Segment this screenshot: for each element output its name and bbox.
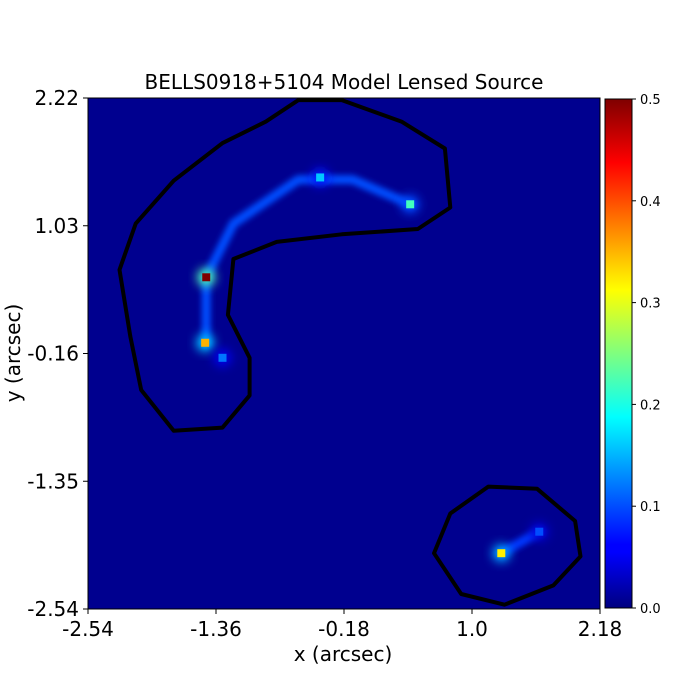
bright-spot bbox=[406, 200, 415, 209]
bright-spot bbox=[201, 338, 210, 347]
colorbar-tick-label: 0.2 bbox=[640, 398, 661, 413]
y-tick-label: -1.35 bbox=[27, 469, 79, 493]
x-tick-label: -1.36 bbox=[190, 617, 242, 641]
y-tick-label: -0.16 bbox=[27, 342, 79, 366]
lensed-source-image bbox=[196, 168, 549, 563]
colorbar-tick-label: 0.5 bbox=[640, 93, 661, 108]
y-tick-label: -2.54 bbox=[27, 597, 79, 621]
y-axis-label: y (arcsec) bbox=[1, 304, 25, 403]
mask-contours bbox=[117, 98, 583, 607]
bright-spot bbox=[202, 273, 211, 282]
mask-contour bbox=[432, 484, 583, 607]
arc-emission bbox=[201, 175, 415, 348]
y-tick-label: 2.22 bbox=[34, 86, 79, 110]
bright-spot bbox=[316, 173, 325, 182]
chart-title: BELLS0918+5104 Model Lensed Source bbox=[145, 70, 544, 94]
bright-spot bbox=[535, 527, 544, 536]
mask-contour bbox=[117, 98, 453, 433]
colorbar-ticks: 0.0 0.1 0.2 0.3 0.4 0.5 bbox=[632, 93, 661, 617]
colorbar-tick-label: 0.4 bbox=[640, 195, 661, 210]
y-axis-ticks: -2.54 -1.35 -0.16 1.03 2.22 bbox=[27, 86, 88, 621]
colorbar-tick-label: 0.1 bbox=[640, 500, 661, 515]
colorbar-tick-label: 0.0 bbox=[640, 602, 661, 617]
x-axis-ticks: -2.54 -1.36 -0.18 1.0 2.18 bbox=[62, 609, 622, 641]
x-tick-label: 1.0 bbox=[456, 617, 488, 641]
colorbar bbox=[604, 98, 633, 609]
x-tick-label: -2.54 bbox=[62, 617, 114, 641]
x-tick-label: 2.18 bbox=[578, 617, 623, 641]
bright-spot bbox=[218, 353, 227, 362]
plot-background bbox=[88, 98, 600, 609]
x-axis-label: x (arcsec) bbox=[294, 642, 393, 666]
x-tick-label: -0.18 bbox=[318, 617, 370, 641]
colorbar-tick-label: 0.3 bbox=[640, 297, 661, 312]
y-tick-label: 1.03 bbox=[34, 214, 79, 238]
bright-spot bbox=[497, 549, 506, 558]
